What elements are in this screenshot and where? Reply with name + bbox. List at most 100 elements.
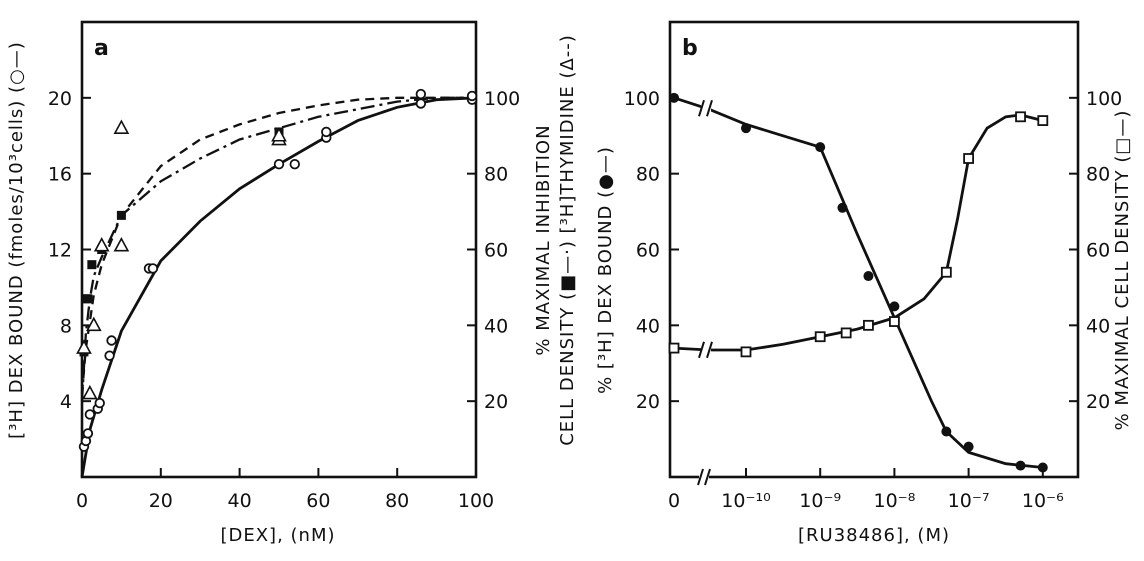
panel-a-left-y-ticks: 4 8 12 16 20 [48, 88, 91, 413]
right-y-tick-label: 100 [484, 88, 520, 110]
curve-open-triangle [80, 96, 476, 394]
panel-b-label: b [682, 36, 698, 61]
curve-break-gap [701, 102, 711, 115]
x-tick-label: 0 [76, 490, 88, 512]
x-tick-label: 60 [306, 490, 330, 512]
data-point-open-triangle [271, 127, 287, 142]
right-y-tick-label: 20 [1086, 391, 1110, 413]
data-point-open-triangle [82, 384, 98, 400]
data-point-filled-square [87, 260, 97, 270]
panel-b-left-y-ticks: 20 40 60 80 100 [624, 88, 679, 413]
left-y-tick-label: 80 [636, 164, 660, 186]
data-point-filled-circle [815, 142, 826, 153]
panel-a-points [76, 88, 478, 452]
left-y-tick-label: 20 [636, 391, 660, 413]
data-point-open-square [963, 153, 974, 164]
panel-b-x-axis-label: [RU38486], (M) [798, 525, 950, 546]
data-point-filled-square [116, 210, 126, 220]
data-point-open-square [940, 266, 952, 278]
data-point-open-triangle [113, 119, 130, 134]
panel-b-curves [673, 96, 1044, 469]
left-y-tick-label: 12 [48, 240, 72, 262]
curve-break-mark [706, 99, 713, 117]
panel-a-label: a [94, 36, 109, 61]
right-y-tick-label: 60 [484, 240, 508, 262]
right-y-tick-label: 60 [1086, 240, 1110, 262]
panel-b-frame [668, 20, 1080, 479]
data-point-filled-circle [741, 123, 751, 134]
data-point-open-circle [415, 98, 427, 109]
data-point-open-square [740, 346, 752, 358]
right-y-tick-label: 20 [484, 391, 508, 413]
data-point-open-circle [106, 335, 117, 346]
data-point-filled-circle [863, 271, 874, 282]
data-point-open-circle [321, 126, 332, 138]
panel-a-x-ticks: 0 20 40 60 80 100 [76, 468, 494, 512]
data-point-open-circle [147, 263, 159, 274]
panel-a-x-axis-label: [DEX], (nM) [220, 525, 335, 546]
data-point-open-square [1015, 111, 1026, 123]
data-point-open-square [889, 316, 900, 327]
data-point-open-square [840, 327, 852, 339]
data-point-open-circle [94, 397, 105, 409]
left-y-tick-label: 20 [48, 88, 72, 110]
data-point-open-circle [82, 428, 94, 439]
panel-a-curves [80, 96, 477, 478]
panel-a-right-y-axis-label-line1: % MAXIMAL INHIBITION [533, 124, 554, 355]
data-point-open-square [863, 319, 874, 331]
data-point-filled-circle [1037, 462, 1048, 473]
curve-break-gap [701, 343, 711, 356]
x-tick-label: 80 [385, 490, 409, 512]
x-tick-label: 10⁻¹⁰ [721, 490, 770, 512]
x-tick-label: 0 [668, 490, 680, 512]
data-point-open-circle [104, 350, 115, 361]
curve-break-mark [706, 341, 713, 359]
x-axis-break-mark [704, 468, 711, 486]
x-tick-label: 10⁻⁶ [1022, 490, 1064, 512]
data-point-open-circle [289, 158, 300, 170]
right-y-tick-label: 40 [484, 315, 508, 337]
data-point-open-circle [273, 158, 285, 170]
panel-b-right-y-ticks: 20 40 60 80 100 [1069, 88, 1122, 413]
data-point-filled-circle [941, 426, 952, 437]
right-y-tick-label: 80 [1086, 164, 1110, 186]
left-y-tick-label: 40 [636, 315, 660, 337]
left-y-tick-label: 16 [48, 164, 72, 186]
panel-b-points [668, 92, 1049, 473]
panel-b-left-y-axis-label: % [³H] DEX BOUND (●—) [595, 146, 616, 394]
curve-break-mark [698, 99, 705, 117]
panel-a-right-y-ticks: 20 40 60 80 100 [467, 88, 520, 413]
data-point-open-square [1037, 115, 1049, 126]
x-tick-label: 100 [458, 490, 494, 512]
left-y-tick-label: 60 [636, 240, 660, 262]
curve-open-square [673, 113, 1044, 352]
data-point-filled-circle [889, 301, 900, 312]
data-point-filled-circle [669, 92, 679, 103]
left-y-tick-label: 8 [60, 315, 72, 337]
panel-b-axis-breaks [697, 468, 711, 486]
panel-b-right-y-axis-label: % MAXIMAL CELL DENSITY (□—) [1112, 110, 1133, 431]
curve-filled-square [80, 96, 476, 402]
data-point-open-square [668, 342, 680, 354]
x-axis-break-gap [699, 473, 709, 481]
left-y-tick-label: 100 [624, 88, 660, 110]
right-y-tick-label: 100 [1086, 88, 1122, 110]
data-point-filled-circle [837, 202, 848, 213]
curve-open-circle [80, 96, 477, 478]
right-y-tick-label: 80 [484, 164, 508, 186]
x-axis-break-mark [697, 468, 704, 486]
data-point-filled-circle [1015, 460, 1026, 471]
panel-a-frame [80, 20, 478, 479]
data-point-open-circle [466, 90, 478, 102]
x-tick-label: 10⁻⁹ [799, 490, 841, 512]
data-point-open-triangle [85, 316, 102, 332]
panel-a: a 0 20 40 60 80 100 4 8 12 16 20 20 40 60 80 100 [DEX… [6, 20, 578, 546]
panel-b: b 0 10⁻¹⁰ 10⁻⁹ 10⁻⁸ 10⁻⁷ 10⁻⁶ 20 40 60 80 100 20 4… [595, 20, 1133, 546]
data-point-filled-circle [963, 441, 974, 452]
data-point-open-triangle [113, 237, 130, 252]
data-point-open-square [814, 331, 826, 343]
data-point-open-triangle [93, 237, 110, 252]
panel-a-left-y-axis-label: [³H] DEX BOUND (fmoles/10³cells) (○—) [6, 41, 27, 439]
x-tick-label: 10⁻⁸ [873, 490, 915, 512]
